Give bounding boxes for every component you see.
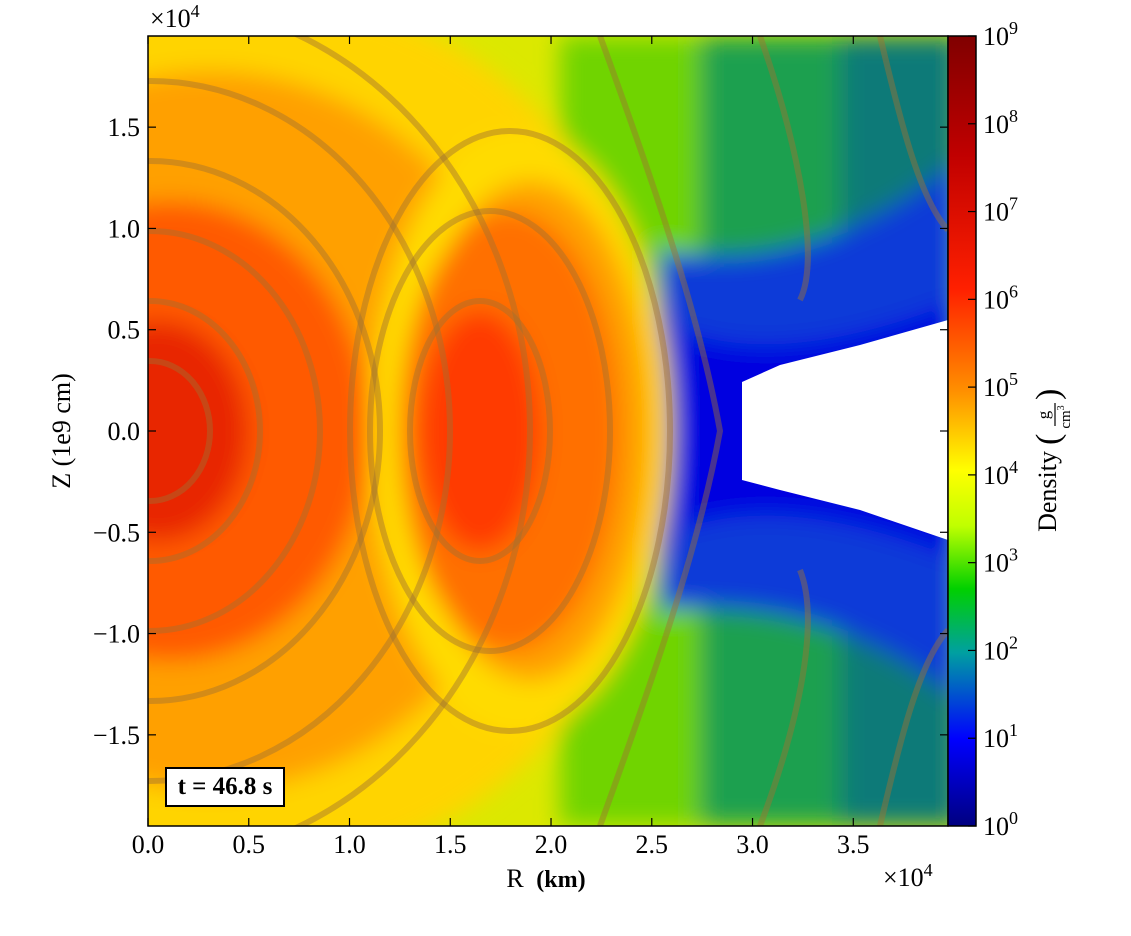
y-tick-label: 1.0: [108, 214, 141, 243]
x-tick-label: 1.5: [434, 830, 467, 859]
x-axis-multiplier: ×104: [883, 860, 933, 892]
colorbar-tick-label: 108: [983, 106, 1018, 139]
colorbar-title: Density ( g cm3 ): [1030, 389, 1074, 532]
colorbar-tick-label: 109: [983, 18, 1018, 51]
y-multiplier-exp: 4: [191, 1, 200, 21]
x-axis-title-unit: (km): [536, 867, 585, 893]
x-tick-label: 2.5: [636, 830, 669, 859]
colorbar-unit-den-base: cm: [1058, 410, 1074, 429]
colorbar-tick-exp: 7: [1009, 194, 1018, 214]
y-tick-label: −1.5: [93, 721, 140, 750]
time-annotation: t = 46.8 s: [165, 767, 285, 807]
colorbar-tick-label: 102: [983, 632, 1018, 665]
colorbar-tick-exp: 1: [1009, 720, 1018, 740]
colorbar-paren-close: ): [1030, 389, 1067, 400]
colorbar-tick-exp: 8: [1009, 106, 1018, 126]
colorbar-tick-exp: 9: [1009, 18, 1018, 38]
colorbar-tick-label: 104: [983, 457, 1018, 490]
x-tick-label: 2.0: [535, 830, 568, 859]
y-tick-label: 1.5: [108, 113, 141, 142]
x-tick-label: 0.0: [132, 830, 165, 859]
colorbar-tick-label: 101: [983, 720, 1018, 753]
colorbar-paren-open: (: [1030, 434, 1067, 445]
vacuum-region: [742, 320, 948, 540]
colorbar-tick-exp: 2: [1009, 632, 1018, 652]
y-axis-ticks: 1.5 1.0 0.5 0.0 −0.5 −1.0 −1.5: [93, 113, 948, 750]
x-axis-ticks: 0.0 0.5 1.0 1.5 2.0 2.5 3.0 3.5: [132, 36, 870, 859]
colorbar-tick-base: 10: [983, 636, 1009, 665]
y-tick-label: 0.0: [108, 417, 141, 446]
x-tick-label: 3.5: [837, 830, 870, 859]
colorbar-tick-label: 106: [983, 281, 1018, 314]
colorbar-tick-exp: 4: [1009, 457, 1018, 477]
colorbar-tick-base: 10: [983, 110, 1009, 139]
colorbar-unit-den-exp: 3: [1056, 405, 1067, 410]
x-axis-title-main: R: [506, 864, 524, 893]
colorbar-tick-exp: 3: [1009, 545, 1018, 565]
colorbar-tick-label: 100: [983, 808, 1018, 841]
colorbar-tick-base: 10: [983, 22, 1009, 51]
y-axis-title: Z (1e9 cm): [47, 373, 76, 489]
x-tick-label: 1.0: [333, 830, 366, 859]
x-multiplier-base: ×10: [883, 863, 924, 892]
colorbar-tick-label: 103: [983, 545, 1018, 578]
y-multiplier-base: ×10: [150, 4, 191, 33]
colorbar-unit-num: g: [1034, 410, 1053, 419]
colorbar-tick-base: 10: [983, 285, 1009, 314]
x-multiplier-exp: 4: [924, 860, 933, 880]
x-tick-label: 0.5: [233, 830, 266, 859]
colorbar: [947, 35, 977, 827]
colorbar-tick-label: 107: [983, 194, 1018, 227]
y-tick-label: −0.5: [93, 518, 140, 547]
colorbar-label: Density: [1033, 451, 1062, 532]
y-tick-label: 0.5: [108, 316, 141, 345]
colorbar-tick-exp: 0: [1009, 808, 1018, 828]
y-axis-multiplier: ×104: [150, 1, 200, 33]
density-field: [148, 36, 948, 826]
colorbar-tick-base: 10: [983, 724, 1009, 753]
colorbar-unit-den: cm3: [1056, 405, 1074, 428]
colorbar-tick-base: 10: [983, 373, 1009, 402]
x-axis-title: R (km): [506, 864, 585, 893]
colorbar-tick-base: 10: [983, 198, 1009, 227]
colorbar-tick-exp: 6: [1009, 281, 1018, 301]
y-tick-label: −1.0: [93, 620, 140, 649]
colorbar-tick-base: 10: [983, 812, 1009, 841]
colorbar-tick-label: 105: [983, 369, 1018, 402]
x-tick-label: 3.0: [736, 830, 769, 859]
colorbar-tick-base: 10: [983, 549, 1009, 578]
colorbar-tick-base: 10: [983, 461, 1009, 490]
colorbar-tick-exp: 5: [1009, 369, 1018, 389]
